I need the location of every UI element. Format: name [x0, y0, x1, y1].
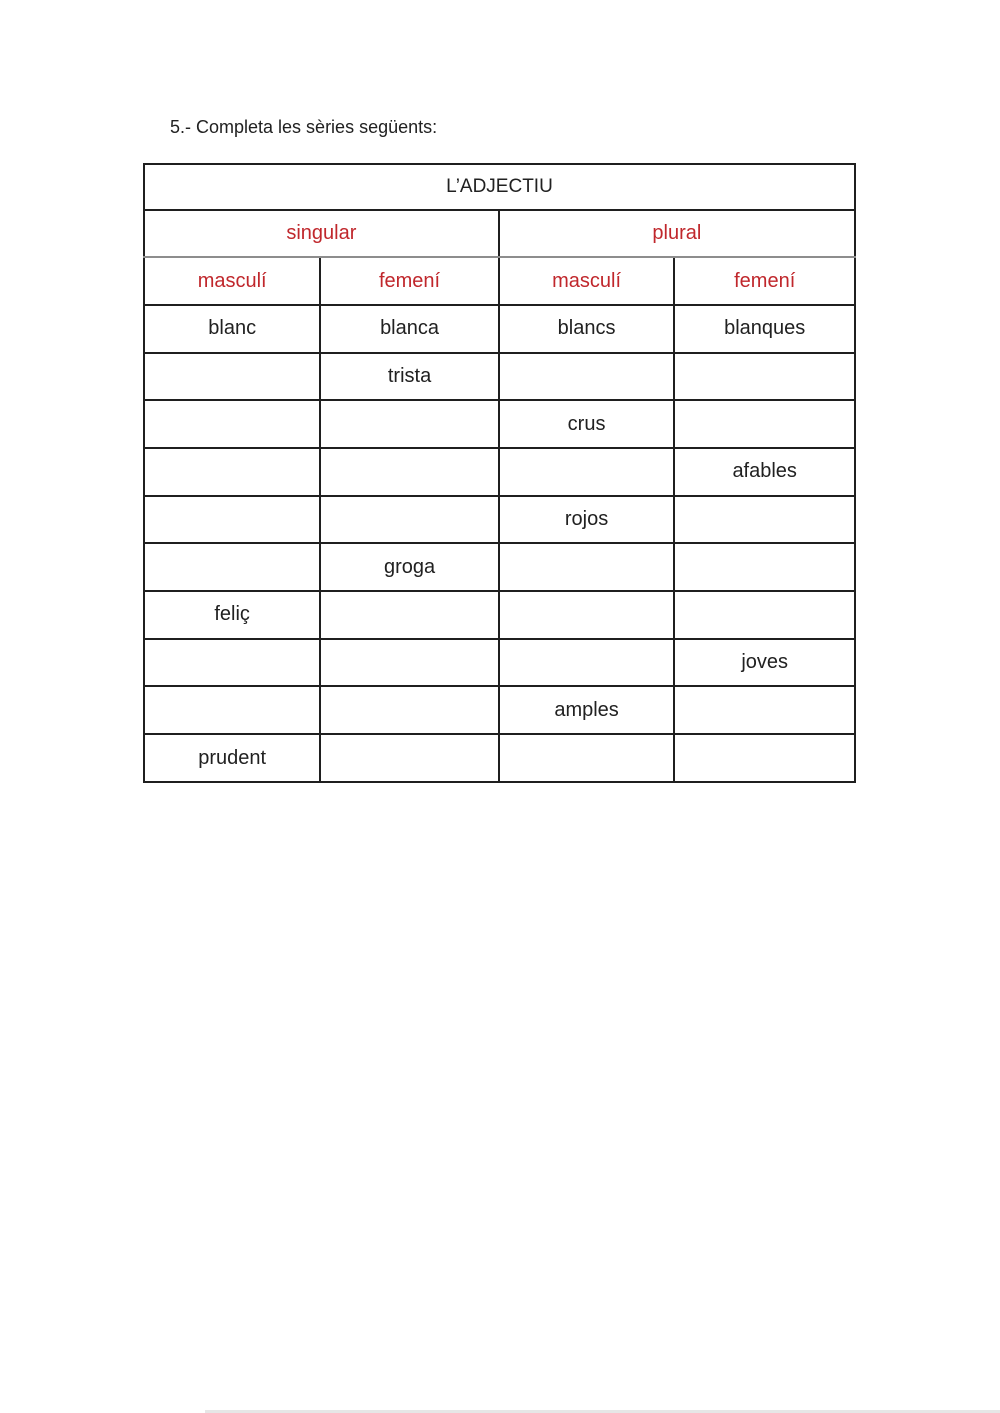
- group-header-plural: plural: [497, 208, 857, 259]
- answer-cell[interactable]: [673, 590, 856, 640]
- table-title: L’ADJECTIU: [143, 163, 856, 211]
- adjective-table: L’ADJECTIU singular plural masculí femen…: [142, 163, 857, 783]
- answer-cell[interactable]: [142, 542, 322, 593]
- answer-cell[interactable]: [673, 733, 856, 783]
- answer-cell[interactable]: [497, 447, 676, 497]
- adjective-cell: joves: [673, 637, 856, 688]
- table-row: groga: [142, 542, 856, 593]
- answer-cell[interactable]: [497, 590, 676, 640]
- column-header-singular-masculi: masculí: [142, 256, 322, 307]
- answer-cell[interactable]: [673, 685, 856, 736]
- answer-cell[interactable]: [673, 494, 856, 545]
- answer-cell[interactable]: [142, 351, 322, 402]
- adjective-cell: prudent: [142, 733, 322, 783]
- exercise-heading: 5.- Completa les sèries següents:: [170, 117, 438, 137]
- adjective-cell: feliç: [142, 590, 322, 640]
- column-header-row: masculí femení masculí femení: [142, 256, 856, 307]
- answer-cell[interactable]: [142, 685, 322, 736]
- answer-cell[interactable]: [673, 351, 856, 402]
- column-header-plural-masculi: masculí: [497, 256, 676, 307]
- answer-cell[interactable]: [319, 399, 500, 450]
- answer-cell[interactable]: [319, 685, 500, 736]
- scan-edge-artifact: [205, 1410, 1000, 1413]
- table-row: feliç: [142, 590, 856, 640]
- answer-cell[interactable]: [497, 733, 676, 783]
- column-header-singular-femeni: femení: [319, 256, 500, 307]
- answer-cell[interactable]: [497, 637, 676, 688]
- table-row: afables: [142, 447, 856, 497]
- answer-cell[interactable]: [673, 542, 856, 593]
- answer-cell[interactable]: [142, 637, 322, 688]
- adjective-cell: afables: [673, 447, 856, 497]
- answer-cell[interactable]: [319, 637, 500, 688]
- answer-cell[interactable]: [319, 733, 500, 783]
- answer-cell[interactable]: [673, 399, 856, 450]
- table-title-row: L’ADJECTIU: [143, 163, 856, 211]
- table-row: rojos: [142, 494, 856, 545]
- answer-cell[interactable]: [319, 494, 500, 545]
- adjective-cell: trista: [319, 351, 500, 402]
- table-row: crus: [142, 399, 856, 450]
- adjective-cell: crus: [497, 399, 676, 450]
- group-header-row: singular plural: [143, 208, 857, 259]
- adjective-cell: blanc: [142, 304, 322, 354]
- answer-cell[interactable]: [142, 447, 322, 497]
- table-row: joves: [142, 637, 856, 688]
- answer-cell[interactable]: [142, 399, 322, 450]
- table-row: prudent: [142, 733, 856, 783]
- answer-cell[interactable]: [497, 351, 676, 402]
- answer-cell[interactable]: [319, 590, 500, 640]
- answer-cell[interactable]: [142, 494, 322, 545]
- adjective-cell: blancs: [497, 304, 676, 354]
- table-row: amples: [142, 685, 856, 736]
- adjective-cell: rojos: [497, 494, 676, 545]
- group-header-singular: singular: [143, 208, 500, 259]
- adjective-cell: blanca: [319, 304, 500, 354]
- column-header-plural-femeni: femení: [673, 256, 856, 307]
- answer-cell[interactable]: [319, 447, 500, 497]
- table-row: trista: [142, 351, 856, 402]
- adjective-cell: groga: [319, 542, 500, 593]
- answer-cell[interactable]: [497, 542, 676, 593]
- adjective-cell: amples: [497, 685, 676, 736]
- adjective-cell: blanques: [673, 304, 856, 354]
- table-row: blanc blanca blancs blanques: [142, 304, 856, 354]
